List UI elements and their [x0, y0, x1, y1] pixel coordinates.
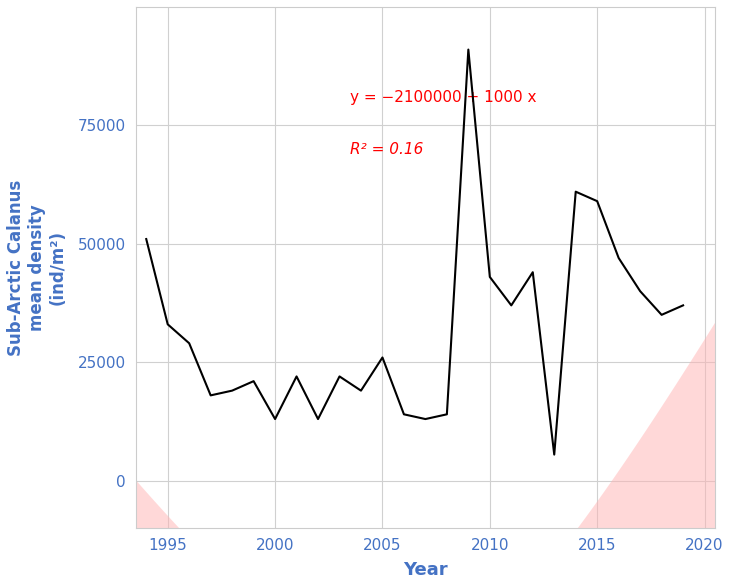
- X-axis label: Year: Year: [403, 561, 447, 579]
- Text: y = −2100000 + 1000 x: y = −2100000 + 1000 x: [350, 90, 537, 105]
- Text: R² = 0.16: R² = 0.16: [350, 142, 423, 158]
- Y-axis label: Sub-Arctic Calanus
mean density
(ind/m²): Sub-Arctic Calanus mean density (ind/m²): [7, 179, 67, 356]
